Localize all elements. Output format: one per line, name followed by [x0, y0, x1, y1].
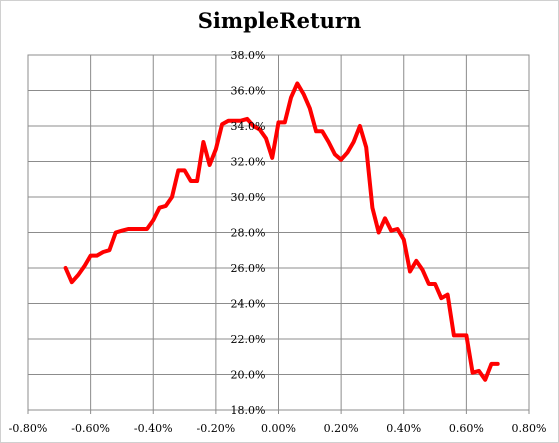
tick-labels: -0.80% -0.60% -0.40% -0.20% 0.00% 0.20% 0.40% 0… — [9, 49, 547, 435]
y-tick-label: 22.0% — [231, 333, 266, 346]
x-tick-label: -0.80% — [9, 422, 48, 435]
x-tick-label: 0.80% — [512, 422, 547, 435]
y-tick-label: 20.0% — [231, 369, 266, 382]
x-tick-label: -0.60% — [71, 422, 110, 435]
plot-area-border — [27, 54, 530, 411]
x-tick-label: -0.40% — [134, 422, 173, 435]
series-line — [63, 81, 500, 382]
y-tick-label: 36.0% — [231, 85, 266, 98]
y-tick-label: 30.0% — [231, 191, 266, 204]
x-tick-label: 0.20% — [324, 422, 359, 435]
y-tick-label: 28.0% — [231, 227, 266, 240]
y-tick-label: 34.0% — [231, 120, 266, 133]
x-tick-label: 0.00% — [261, 422, 296, 435]
y-tick-label: 32.0% — [231, 156, 266, 169]
chart-title: SimpleReturn — [197, 8, 362, 33]
y-tick-label: 18.0% — [231, 404, 266, 417]
y-tick-label: 24.0% — [231, 298, 266, 311]
series-lines — [63, 81, 500, 382]
y-tick-label: 26.0% — [231, 262, 266, 275]
x-tick-label: 0.60% — [449, 422, 484, 435]
x-tick-label: -0.20% — [197, 422, 236, 435]
x-tick-label: 0.40% — [386, 422, 421, 435]
y-tick-label: 38.0% — [231, 49, 266, 62]
